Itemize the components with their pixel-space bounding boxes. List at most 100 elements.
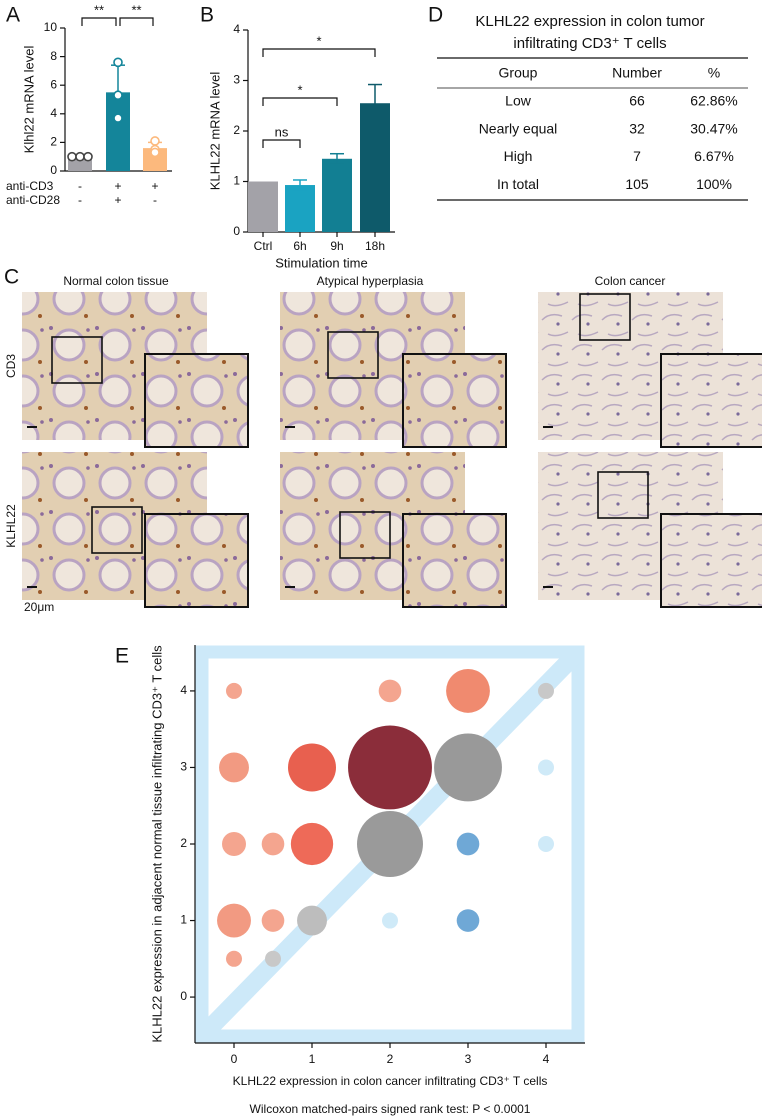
x-tick-label: 18h xyxy=(365,239,385,253)
zoom-inset xyxy=(660,353,762,448)
condition-sign: - xyxy=(78,179,82,193)
panel-label: B xyxy=(200,4,214,27)
x-tick-label: 9h xyxy=(330,239,343,253)
table-cell: Low xyxy=(505,93,532,109)
bubble xyxy=(456,909,480,932)
zoom-inset xyxy=(402,353,507,448)
data-point xyxy=(83,151,93,162)
data-point xyxy=(113,90,123,101)
y-tick-label: 0 xyxy=(233,224,240,238)
zoom-box xyxy=(51,336,103,384)
table-title: KLHL22 expression in colon tumor xyxy=(475,13,704,30)
table-cell: Nearly equal xyxy=(479,120,558,136)
x-tick-label: 4 xyxy=(543,1052,550,1066)
y-tick-label: 3 xyxy=(180,760,187,774)
bubble xyxy=(357,811,423,877)
condition-sign: + xyxy=(114,193,121,207)
bubble xyxy=(434,733,502,802)
bubble xyxy=(219,752,249,783)
y-tick-label: 8 xyxy=(50,49,57,63)
x-tick-label: 6h xyxy=(293,239,306,253)
bubble xyxy=(446,669,490,713)
x-axis-label: KLHL22 expression in colon cancer infilt… xyxy=(233,1074,548,1088)
data-point xyxy=(150,147,160,158)
zoom-box xyxy=(597,471,649,519)
significance-bracket xyxy=(81,17,117,26)
bubble xyxy=(265,950,281,967)
table-cell: High xyxy=(504,148,533,164)
data-point xyxy=(113,57,123,68)
bubble xyxy=(538,836,554,852)
bubble xyxy=(348,725,432,810)
y-axis-label: KLHL22 mRNA level xyxy=(207,72,222,191)
error-bar xyxy=(368,83,382,123)
bubble xyxy=(382,912,398,929)
y-axis-label: KLHL22 expression in adjacent normal tis… xyxy=(149,645,164,1043)
bubble xyxy=(217,903,251,938)
condition-sign: + xyxy=(114,179,121,193)
bar xyxy=(248,181,278,232)
bubble xyxy=(538,682,554,699)
note: Wilcoxon matched-pairs signed rank test:… xyxy=(250,1102,531,1116)
significance-label: ns xyxy=(275,124,289,139)
table-cell: 62.86% xyxy=(690,93,737,109)
panel-label: D xyxy=(428,4,443,27)
zoom-box xyxy=(579,293,631,341)
error-bar xyxy=(330,152,344,165)
bubble xyxy=(261,832,285,856)
table-cell: 100% xyxy=(696,176,732,192)
x-axis-label: Stimulation time xyxy=(275,255,367,270)
y-tick-label: 0 xyxy=(50,163,57,177)
significance-bracket xyxy=(262,139,301,148)
y-tick-label: 1 xyxy=(180,913,187,927)
error-bar xyxy=(293,179,307,191)
bubble xyxy=(226,950,242,967)
significance-label: ** xyxy=(94,2,104,17)
table-header: Group xyxy=(499,65,538,81)
y-tick-label: 10 xyxy=(44,20,58,34)
y-tick-label: 4 xyxy=(180,683,187,697)
data-point xyxy=(75,151,85,162)
zoom-inset xyxy=(402,513,507,608)
y-tick-label: 2 xyxy=(180,836,187,850)
data-point xyxy=(67,151,77,162)
table-title: infiltrating CD3⁺ T cells xyxy=(513,35,666,52)
bubble xyxy=(378,679,402,703)
row-label: KLHL22 xyxy=(4,504,18,548)
significance-label: ** xyxy=(131,2,141,17)
table-cell: 6.67% xyxy=(694,148,734,164)
condition-sign: + xyxy=(151,179,158,193)
y-tick-label: 2 xyxy=(233,123,240,137)
y-tick-label: 4 xyxy=(50,106,57,120)
x-tick-label: 3 xyxy=(465,1052,472,1066)
y-axis-label: Klhl22 mRNA level xyxy=(21,46,36,154)
table-cell: 7 xyxy=(633,148,641,164)
significance-label: * xyxy=(297,82,302,97)
column-title: Colon cancer xyxy=(595,274,666,288)
bubble xyxy=(290,822,334,866)
y-tick-label: 2 xyxy=(50,135,57,149)
x-tick-label: Ctrl xyxy=(254,239,273,253)
bubble xyxy=(538,759,554,776)
bubble xyxy=(456,832,480,856)
data-point xyxy=(113,113,123,123)
zoom-box xyxy=(339,511,391,559)
y-tick-label: 1 xyxy=(233,174,240,188)
significance-label: * xyxy=(316,33,321,48)
table-cell: 66 xyxy=(629,93,645,109)
column-title: Atypical hyperplasia xyxy=(317,274,424,288)
panel-label: C xyxy=(4,266,19,289)
condition-sign: - xyxy=(78,193,82,207)
table-header: % xyxy=(708,65,720,81)
panel-label: E xyxy=(115,645,129,668)
bubble xyxy=(288,743,336,792)
significance-bracket xyxy=(262,97,338,106)
panel-label: A xyxy=(6,4,20,27)
data-point xyxy=(150,136,160,146)
zoom-inset xyxy=(144,513,249,608)
y-tick-label: 0 xyxy=(180,989,187,1003)
bar xyxy=(322,158,352,232)
bubble xyxy=(297,905,327,936)
condition-sign: - xyxy=(153,193,157,207)
